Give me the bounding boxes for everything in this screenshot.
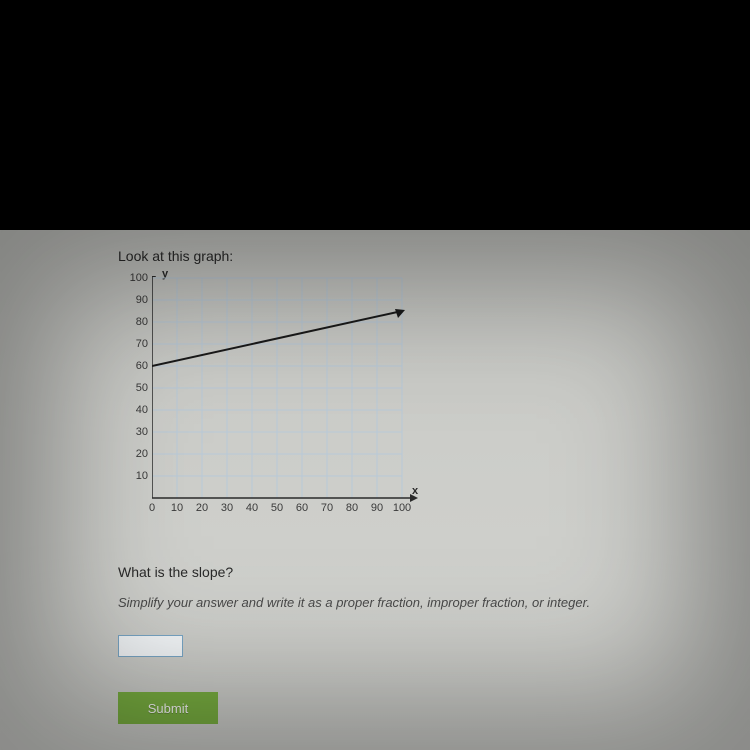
submit-button[interactable]: Submit <box>118 692 218 724</box>
y-tick-50: 50 <box>136 382 148 394</box>
top-black-region <box>0 0 750 230</box>
x-tick-50: 50 <box>271 502 283 514</box>
y-tick-60: 60 <box>136 360 148 372</box>
question-text: What is the slope? <box>118 564 750 580</box>
y-tick-90: 90 <box>136 294 148 306</box>
x-tick-0: 0 <box>149 502 155 514</box>
instruction-text: Simplify your answer and write it as a p… <box>118 595 750 610</box>
x-tick-60: 60 <box>296 502 308 514</box>
x-tick-100: 100 <box>393 502 411 514</box>
x-tick-20: 20 <box>196 502 208 514</box>
y-tick-100: 100 <box>130 272 148 284</box>
prompt-text: Look at this graph: <box>118 248 750 264</box>
y-tick-30: 30 <box>136 426 148 438</box>
slope-graph: y x 100 90 80 70 60 50 40 30 20 10 <box>118 274 458 529</box>
x-tick-90: 90 <box>371 502 383 514</box>
y-tick-10: 10 <box>136 470 148 482</box>
y-tick-80: 80 <box>136 316 148 328</box>
x-tick-30: 30 <box>221 502 233 514</box>
x-tick-80: 80 <box>346 502 358 514</box>
x-tick-40: 40 <box>246 502 258 514</box>
chart-svg <box>152 276 432 506</box>
y-tick-40: 40 <box>136 404 148 416</box>
answer-input[interactable] <box>118 635 183 657</box>
x-tick-70: 70 <box>321 502 333 514</box>
y-tick-70: 70 <box>136 338 148 350</box>
x-tick-10: 10 <box>171 502 183 514</box>
question-panel: Look at this graph: y x 100 90 80 70 60 … <box>0 230 750 750</box>
y-tick-20: 20 <box>136 448 148 460</box>
line-arrowhead <box>395 309 405 318</box>
